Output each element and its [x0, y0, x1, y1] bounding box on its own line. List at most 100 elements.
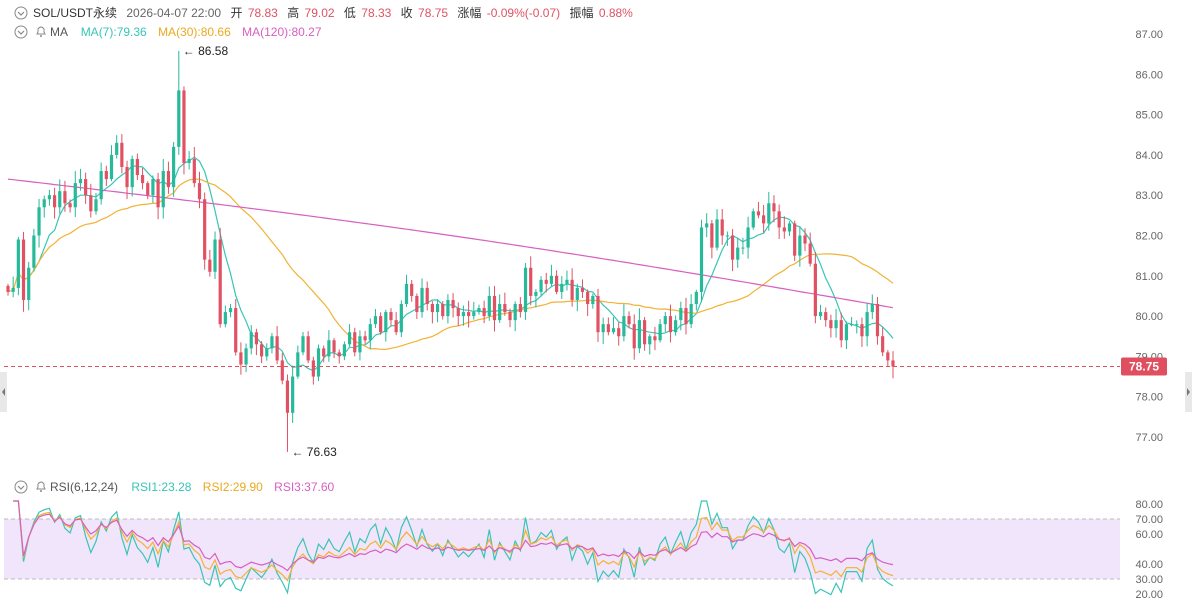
- scroll-right-button[interactable]: [1185, 372, 1192, 412]
- candle-body: [254, 332, 259, 345]
- candle-body: [316, 348, 321, 377]
- candle-body: [172, 146, 176, 188]
- candle-body: [808, 243, 812, 264]
- candle-body: [42, 199, 46, 208]
- price-tick-label: 78.00: [1135, 392, 1163, 404]
- rsi2-legend: RSI2:29.90: [203, 480, 263, 494]
- candle-body: [855, 324, 859, 326]
- candle-body: [472, 312, 476, 317]
- candle-body: [487, 295, 491, 317]
- candle-body: [135, 158, 139, 176]
- candle-body: [787, 223, 792, 232]
- candle-body: [68, 203, 72, 208]
- price-tick-label: 87.00: [1135, 29, 1163, 41]
- candle-body: [498, 304, 502, 321]
- rsi-legend: RSI(6,12,24) RSI1:23.28 RSI2:29.90 RSI3:…: [14, 480, 335, 494]
- price-axis[interactable]: 87.00 86.00 85.00 84.00 83.00 82.00 81.00 80.00…: [1135, 29, 1163, 444]
- candle-body: [47, 195, 52, 200]
- candle-body: [63, 191, 67, 204]
- scroll-left-button[interactable]: [0, 372, 7, 412]
- candle-body: [125, 166, 129, 188]
- chevron-down-icon[interactable]: [14, 25, 28, 39]
- candle-body: [746, 227, 750, 248]
- candle-body: [213, 239, 217, 272]
- candle-body: [291, 376, 295, 413]
- candle-body: [477, 308, 481, 313]
- candle-body: [813, 263, 817, 317]
- candle-body: [228, 308, 233, 313]
- candle-body: [78, 179, 83, 184]
- price-tick-label: 85.00: [1135, 110, 1163, 122]
- candle-body: [881, 336, 885, 353]
- candle-body: [239, 352, 243, 365]
- price-tick-label: 82.00: [1135, 231, 1163, 243]
- bell-icon[interactable]: [36, 26, 46, 37]
- candle-body: [296, 352, 300, 377]
- candle-body: [208, 259, 212, 272]
- candle-body: [632, 324, 636, 349]
- candle-body: [648, 336, 652, 345]
- change-label: 涨幅: [457, 5, 481, 20]
- price-tick-label: 84.00: [1135, 150, 1163, 162]
- candle-body: [394, 320, 398, 333]
- ma-legend-label: MA: [50, 25, 68, 39]
- candle-body: [379, 316, 383, 333]
- candle-body: [782, 227, 786, 232]
- ma30-legend: MA(30):80.66: [158, 25, 231, 39]
- candle-body: [306, 336, 310, 361]
- low-value: 78.33: [361, 6, 391, 20]
- candle-body: [151, 179, 155, 196]
- chevron-down-icon[interactable]: [14, 480, 28, 494]
- candle-body: [554, 275, 559, 292]
- candle-body: [384, 312, 388, 333]
- last-price-tag: 78.75: [1121, 357, 1167, 376]
- candle-body: [886, 352, 890, 361]
- candle-body: [751, 211, 755, 228]
- candle-body: [508, 312, 512, 321]
- candle-body: [182, 90, 186, 163]
- candle-body: [875, 304, 880, 337]
- candle-body: [663, 316, 667, 325]
- candle-body: [249, 332, 253, 349]
- candle-body: [187, 158, 191, 163]
- svg-text:MA MA(7):79.36: MA MA(7):79.36 MA(30):80.66 MA(120):80.2…: [50, 25, 322, 39]
- candle-body: [104, 171, 108, 180]
- candle-body: [461, 312, 466, 317]
- candle-body: [534, 291, 538, 296]
- candle-body: [84, 179, 88, 196]
- candle-body: [52, 195, 57, 208]
- candle-body: [177, 90, 181, 147]
- candle-body: [684, 308, 688, 325]
- candle-body: [715, 219, 719, 248]
- candle-body: [710, 223, 714, 248]
- rsi-tick-label: 60.00: [1135, 529, 1163, 541]
- bell-icon[interactable]: [36, 481, 46, 492]
- candle-body: [120, 142, 124, 167]
- candle-body: [586, 291, 590, 305]
- candle-body: [89, 195, 93, 212]
- candle-body: [870, 304, 874, 313]
- candlesticks: [6, 50, 895, 452]
- candle-body: [363, 336, 367, 341]
- ma-legend: MA MA(7):79.36 MA(30):80.66 MA(120):80.2…: [14, 25, 322, 39]
- candle-body: [347, 332, 352, 345]
- candle-body: [834, 320, 838, 329]
- collapse-icon[interactable]: [14, 6, 28, 20]
- candle-body: [736, 247, 740, 260]
- rsi-tick-label: 80.00: [1135, 499, 1163, 511]
- candle-body: [705, 223, 709, 228]
- rsi-lines: [13, 500, 894, 596]
- candle-body: [591, 295, 595, 305]
- svg-text:SOL/USDT永续 2026-04-07: SOL/USDT永续 2026-04-07 22:00 开 78.83 高 79…: [33, 5, 633, 20]
- candle-body: [353, 332, 357, 353]
- low-label: 低: [344, 6, 356, 20]
- candle-body: [368, 324, 372, 341]
- candle-body: [767, 203, 771, 224]
- candle-body: [234, 308, 238, 353]
- rsi2-line: [13, 500, 894, 582]
- candle-body: [891, 360, 895, 367]
- candle-body: [622, 316, 626, 337]
- candle-body: [544, 279, 548, 284]
